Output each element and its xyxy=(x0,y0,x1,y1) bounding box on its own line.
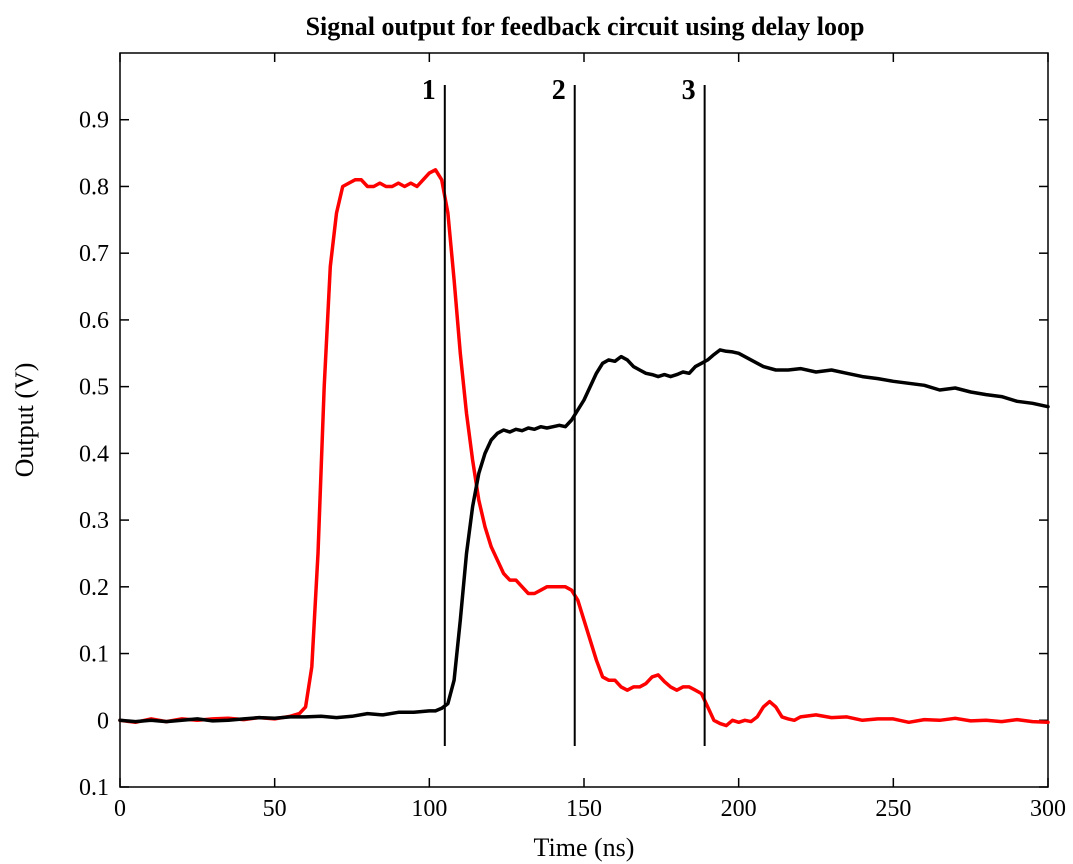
y-tick-label: 0.3 xyxy=(79,508,109,534)
y-tick-label: 0.1 xyxy=(79,642,109,668)
x-tick-labels: 0 50 100 150 200 250 300 xyxy=(114,796,1066,822)
x-tick-label: 50 xyxy=(263,796,287,822)
event-marker-label: 1 xyxy=(422,75,436,106)
y-tick-labels: 0.1 0 0.1 0.2 0.3 0.4 0.5 0.6 0.7 0.8 0.9 xyxy=(79,108,109,801)
y-tick-label: 0.7 xyxy=(79,241,109,267)
x-tick-label: 150 xyxy=(566,796,602,822)
event-marker-label: 3 xyxy=(682,75,696,106)
series-line-1 xyxy=(118,168,1050,728)
axis-ticks xyxy=(119,53,1049,788)
y-axis-label: Output (V) xyxy=(10,363,39,478)
y-tick-label: 0.9 xyxy=(79,108,109,134)
y-tick-label: 0.2 xyxy=(79,575,109,601)
y-tick-label: 0.4 xyxy=(79,441,109,467)
event-markers: 1 2 3 xyxy=(422,75,706,746)
event-marker-label: 2 xyxy=(552,75,566,106)
x-tick-label: 250 xyxy=(875,796,911,822)
plot-area xyxy=(119,52,1049,788)
y-tick-label: 0.1 xyxy=(79,775,109,801)
x-tick-label: 100 xyxy=(411,796,447,822)
x-axis-label: Time (ns) xyxy=(534,833,635,862)
x-tick-label: 0 xyxy=(114,796,126,822)
chart-title: Signal output for feedback circuit using… xyxy=(306,12,865,41)
y-tick-label: 0 xyxy=(97,708,109,734)
series-group xyxy=(118,168,1050,728)
series-line-2 xyxy=(118,348,1050,724)
x-tick-label: 300 xyxy=(1030,796,1066,822)
x-tick-label: 200 xyxy=(721,796,757,822)
y-tick-label: 0.6 xyxy=(79,308,109,334)
y-tick-label: 0.8 xyxy=(79,174,109,200)
y-tick-label: 0.5 xyxy=(79,375,109,401)
